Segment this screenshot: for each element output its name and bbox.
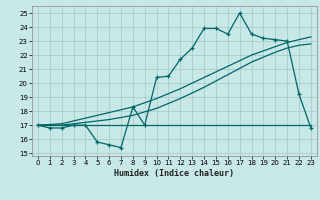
X-axis label: Humidex (Indice chaleur): Humidex (Indice chaleur): [115, 169, 234, 178]
